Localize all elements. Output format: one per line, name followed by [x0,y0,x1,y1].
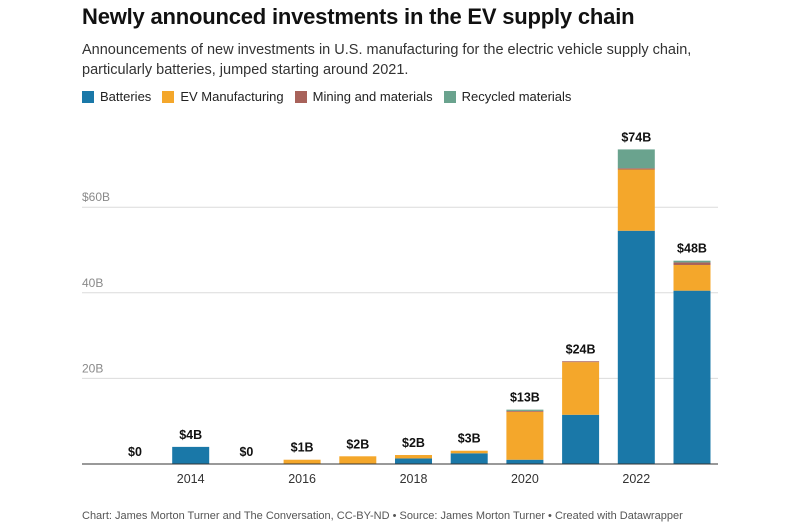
chart-title: Newly announced investments in the EV su… [82,4,635,29]
bar-segment-mining-and-materials [617,168,655,170]
legend-label: Recycled materials [461,89,572,104]
x-tick-label: 2018 [400,472,428,486]
chart-subtitle: Announcements of new investments in U.S.… [82,42,692,78]
bar-segment-batteries [506,459,544,464]
x-tick-label: 2022 [622,472,650,486]
legend-item-batteries: Batteries [82,89,151,104]
bar-segment-ev-manufacturing [283,459,321,464]
chart-footer: Chart: James Morton Turner and The Conve… [82,510,683,522]
bar-segment-recycled-materials [617,149,655,169]
legend-swatch [443,90,456,103]
legend-swatch [294,90,307,103]
legend-label: EV Manufacturing [180,89,284,104]
x-tick-label: 2020 [511,472,539,486]
bar-segment-batteries [450,453,488,464]
bar-total-label: $13B [510,391,540,405]
legend-item-ev-manufacturing: EV Manufacturing [162,89,284,104]
bar-segment-recycled-materials [506,409,544,411]
bar-segment-mining-and-materials [506,410,544,412]
bar-segment-batteries [172,446,210,464]
bar-total-label: $1B [291,441,314,455]
bar-segment-ev-manufacturing [506,411,544,460]
bar-total-label: $2B [402,436,425,450]
bar-total-label: $0 [128,445,142,459]
bar-total-label: $48B [677,242,707,256]
y-tick-label: 40B [82,276,103,290]
legend-swatch [162,90,175,103]
bar-total-label: $74B [621,130,651,144]
legend-item-mining-and-materials: Mining and materials [294,89,433,104]
x-tick-label: 2016 [288,472,316,486]
y-tick-label: $60B [82,190,110,204]
legend: Batteries EV Manufacturing Mining and mate… [82,89,582,104]
bar-segment-batteries [673,290,711,464]
bar-segment-recycled-materials [673,260,711,263]
legend-item-recycled-materials: Recycled materials [443,89,572,104]
bar-segment-ev-manufacturing [562,362,600,415]
bar-segment-batteries [395,458,432,464]
bar-segment-batteries [617,230,655,464]
legend-label: Batteries [100,89,152,104]
bar-total-label: $24B [566,342,596,356]
bar-segment-mining-and-materials [673,262,711,265]
bar-segment-ev-manufacturing [395,455,432,459]
bar-segment-ev-manufacturing [339,456,377,464]
bar-total-label: $0 [239,445,253,459]
bar-segment-ev-manufacturing [450,450,488,454]
bar-total-label: $2B [346,437,369,451]
bar-total-label: $4B [179,428,202,442]
bar-total-label: $3B [458,432,481,446]
legend-label: Mining and materials [312,89,433,104]
bar-segment-ev-manufacturing [673,264,711,291]
bar-segment-mining-and-materials [562,361,600,363]
y-tick-label: 20B [82,361,103,375]
bar-segment-ev-manufacturing [617,169,655,231]
x-tick-label: 2014 [177,472,205,486]
bar-segment-batteries [562,414,600,464]
legend-swatch [82,90,94,103]
